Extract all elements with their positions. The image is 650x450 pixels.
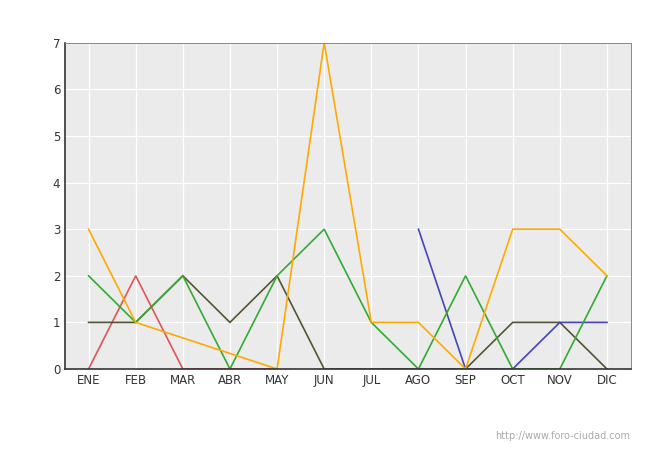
- Text: Matriculaciones de Vehiculos en la Salzadella: Matriculaciones de Vehiculos en la Salza…: [137, 10, 513, 28]
- Text: http://www.foro-ciudad.com: http://www.foro-ciudad.com: [495, 431, 630, 441]
